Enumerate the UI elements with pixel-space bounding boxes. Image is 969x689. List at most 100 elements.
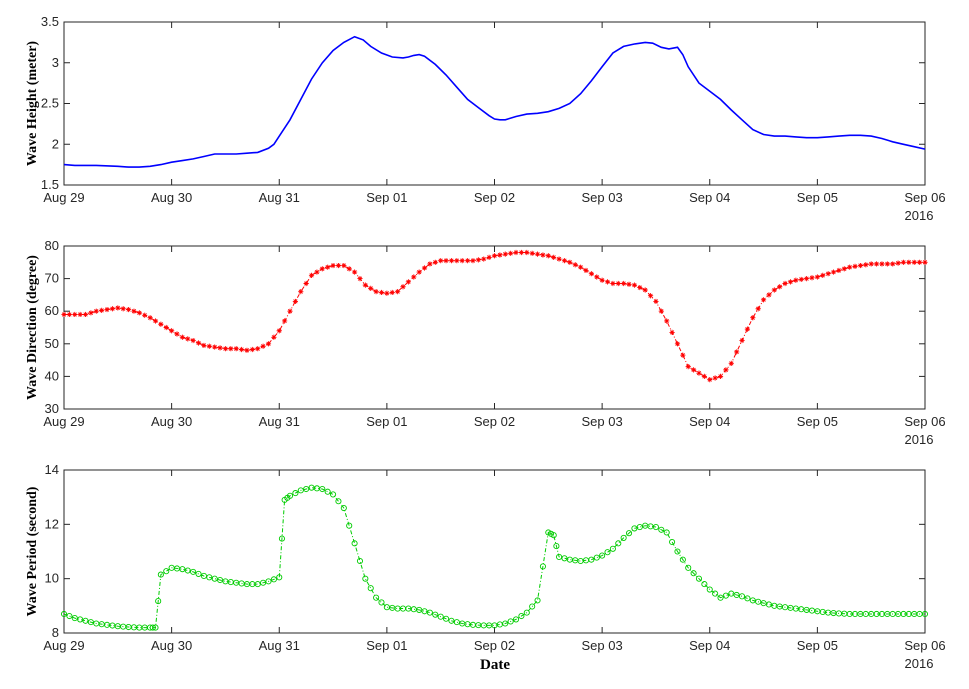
wave-direction-data-point xyxy=(669,329,675,335)
wave-direction-data-point xyxy=(820,272,826,278)
wave-period-data-point xyxy=(87,619,94,626)
wave-direction-data-point xyxy=(814,274,820,280)
wave-direction-data-point xyxy=(621,280,627,287)
wave-direction-x-tick-label: Aug 29 xyxy=(43,414,84,429)
wave-direction-data-point xyxy=(389,289,395,296)
wave-period-data-point xyxy=(373,594,380,601)
wave-period-x-tick-label: Aug 30 xyxy=(151,638,192,653)
wave-direction-axes-box xyxy=(63,245,926,410)
wave-period-data-point xyxy=(706,586,713,593)
wave-period-data-point xyxy=(149,624,156,631)
wave-period-data-point xyxy=(755,598,762,605)
wave-period-data-point xyxy=(733,591,740,599)
wave-period-data-point xyxy=(254,581,261,588)
wave-period-data-point xyxy=(663,529,670,536)
wave-period-data-point xyxy=(604,549,611,556)
wave-period-data-point xyxy=(539,563,546,570)
wave-period-data-point xyxy=(553,543,560,550)
wave-period-data-point xyxy=(690,570,697,577)
wave-direction-data-point xyxy=(169,328,175,334)
wave-direction-data-point xyxy=(922,259,928,265)
wave-period-data-point xyxy=(523,609,530,616)
wave-direction-data-point xyxy=(647,293,654,299)
wave-period-data-point xyxy=(615,540,622,547)
wave-period-data-point xyxy=(303,485,310,493)
wave-height-y-tick-label: 3 xyxy=(52,55,59,70)
wave-direction-data-point xyxy=(432,259,438,265)
wave-direction-data-point xyxy=(190,337,196,344)
wave-direction-data-point xyxy=(174,331,180,337)
wave-direction-data-point xyxy=(125,306,132,313)
wave-direction-data-point xyxy=(766,292,772,298)
wave-direction-x-tick-label: Aug 31 xyxy=(259,414,300,429)
wave-direction-data-point xyxy=(411,274,417,280)
wave-direction-data-point xyxy=(362,282,368,288)
wave-height-y-tick-label: 1.5 xyxy=(41,177,59,192)
wave-period-y-tick-label: 12 xyxy=(45,516,59,531)
wave-period-data-point xyxy=(421,608,428,615)
wave-direction-data-point xyxy=(416,269,422,275)
wave-direction-data-point xyxy=(470,258,476,264)
wave-period-data-point xyxy=(77,616,84,623)
wave-direction-data-point xyxy=(346,266,352,272)
wave-direction-data-point xyxy=(798,276,804,283)
wave-direction-data-point xyxy=(233,346,239,352)
wave-direction-data-point xyxy=(206,343,212,349)
wave-direction-data-point xyxy=(427,261,433,267)
wave-direction-data-point xyxy=(631,282,638,288)
wave-direction-data-point xyxy=(777,284,783,290)
wave-direction-data-point xyxy=(545,253,551,259)
wave-period-data-point xyxy=(674,548,681,555)
wave-direction-data-point xyxy=(696,370,702,376)
wave-period-y-tick-label: 14 xyxy=(45,462,59,477)
wave-direction-data-point xyxy=(314,269,320,275)
wave-direction-data-point xyxy=(271,334,277,340)
wave-period-data-point xyxy=(625,530,633,537)
wave-height-series-line xyxy=(63,35,926,168)
wave-direction-data-point xyxy=(179,334,185,340)
wave-period-y-axis-title: Wave Period (second) xyxy=(25,486,40,616)
wave-height-year-label: 2016 xyxy=(905,208,934,223)
wave-direction-y-axis-title: Wave Direction (degree) xyxy=(25,255,40,400)
wave-direction-data-point xyxy=(863,262,869,268)
wave-direction-data-point xyxy=(265,341,272,347)
wave-direction-data-point xyxy=(750,315,756,321)
wave-direction-data-point xyxy=(421,265,428,271)
wave-period-data-point xyxy=(351,540,358,547)
wave-direction-y-tick-label: 60 xyxy=(45,303,59,318)
wave-direction-data-point xyxy=(723,367,729,373)
wave-period-data-point xyxy=(685,564,692,571)
wave-period-data-point xyxy=(631,525,638,532)
wave-period-data-point xyxy=(82,617,89,624)
wave-period-data-point xyxy=(749,597,756,604)
wave-period-data-point xyxy=(669,538,676,546)
wave-period-data-point xyxy=(155,598,162,605)
wave-direction-data-point xyxy=(497,252,503,258)
wave-direction-data-point xyxy=(604,279,611,285)
wave-period-data-point xyxy=(695,575,703,582)
wave-direction-data-point xyxy=(771,287,777,293)
wave-direction-data-point xyxy=(911,259,917,265)
wave-direction-data-point xyxy=(276,328,282,334)
wave-direction-data-point xyxy=(373,289,379,295)
wave-direction-data-point xyxy=(308,272,315,278)
wave-height-x-tick-label: Sep 04 xyxy=(689,190,730,205)
wave-direction-data-point xyxy=(626,281,632,287)
wave-height-x-tick-label: Aug 29 xyxy=(43,190,84,205)
wave-direction-x-tick-label: Sep 06 xyxy=(904,414,945,429)
wave-period-data-point xyxy=(701,581,708,588)
wave-period-data-point xyxy=(728,590,735,597)
wave-period-y-tick-label: 8 xyxy=(52,625,59,640)
wave-period-data-point xyxy=(529,603,536,610)
wave-direction-x-tick-label: Sep 02 xyxy=(474,414,515,429)
wave-direction-data-point xyxy=(787,279,794,285)
wave-period-axes-box xyxy=(63,469,926,634)
wave-direction-data-point xyxy=(303,280,309,287)
wave-direction-data-point xyxy=(405,279,411,285)
wave-direction-data-point xyxy=(351,269,358,275)
wave-direction-data-point xyxy=(335,262,342,269)
wave-direction-data-point xyxy=(583,267,589,274)
wave-period-data-point xyxy=(297,487,304,494)
wave-direction-data-point xyxy=(728,360,734,366)
wave-direction-data-point xyxy=(712,375,718,381)
